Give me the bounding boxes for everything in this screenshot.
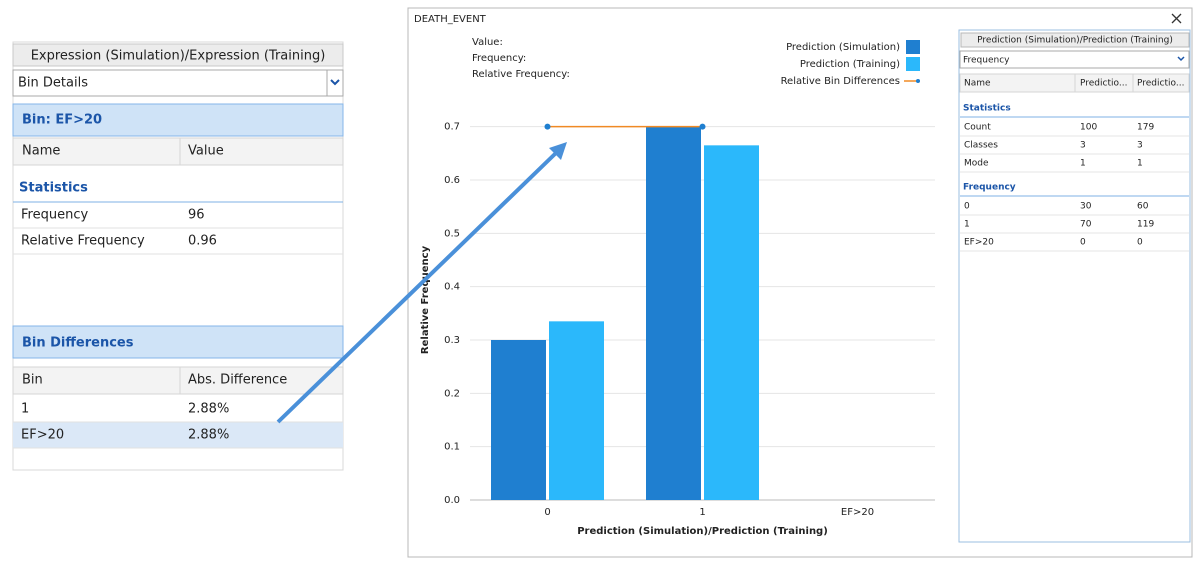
cell: 119 (1137, 220, 1154, 230)
info-label: Frequency: (472, 53, 526, 64)
legend-swatch (906, 40, 920, 54)
cell: 0 (1080, 238, 1086, 248)
chevron[interactable] (330, 79, 340, 86)
cell: 3 (1137, 141, 1143, 151)
section-band (12, 325, 344, 359)
cell: Count (964, 123, 991, 133)
cell: Relative Frequency (21, 234, 145, 249)
dropdown-label[interactable]: Frequency (963, 56, 1010, 66)
column-header: Predictio... (1137, 79, 1184, 89)
section-title: Statistics (19, 181, 88, 196)
cell: 2.88% (188, 402, 229, 417)
button-label[interactable]: Prediction (Simulation)/Prediction (Trai… (977, 36, 1173, 46)
column-header: Value (188, 144, 224, 159)
cell: Frequency (21, 208, 88, 223)
column-header: Abs. Difference (188, 373, 287, 388)
right-panel (958, 29, 1191, 543)
bar (491, 340, 546, 500)
column-header: Bin (22, 373, 43, 388)
column-header: Predictio... (1080, 79, 1127, 89)
close-button[interactable] (1171, 13, 1182, 24)
cell: 0 (1137, 238, 1143, 248)
bar (704, 145, 759, 501)
arrow-head (549, 142, 567, 160)
x-tick-label: 1 (699, 507, 705, 518)
legend-label: Relative Bin Differences (781, 76, 900, 87)
diff-title: Bin Differences (22, 336, 134, 351)
marker (544, 123, 551, 130)
cell: 1 (1137, 159, 1143, 169)
section-title: Frequency (963, 183, 1016, 193)
cell: 60 (1137, 202, 1149, 212)
cell: Classes (964, 141, 998, 151)
chevron[interactable] (1177, 56, 1185, 62)
y-tick-label: 0.4 (444, 282, 460, 293)
x-axis-label: Prediction (Simulation)/Prediction (Trai… (577, 526, 828, 537)
window-title: DEATH_EVENT (414, 14, 487, 25)
table-header (12, 366, 344, 395)
y-tick-label: 0.2 (444, 388, 460, 399)
dropdown-label[interactable]: Bin Details (18, 76, 88, 91)
cell: EF>20 (964, 238, 994, 248)
y-tick-label: 0.7 (444, 122, 460, 133)
cell: 179 (1137, 123, 1154, 133)
button[interactable] (12, 43, 344, 67)
cell: 30 (1080, 202, 1092, 212)
legend-label: Prediction (Training) (800, 59, 900, 70)
section-title: Statistics (963, 104, 1011, 114)
cell: 0.96 (188, 234, 217, 249)
cell: 1 (21, 402, 29, 417)
cell: 1 (1080, 159, 1086, 169)
y-axis-label: Relative Frequency (420, 245, 431, 354)
table-header (12, 137, 344, 166)
dropdown[interactable] (959, 50, 1190, 69)
y-tick-label: 0.1 (444, 442, 460, 453)
info-label: Relative Frequency: (472, 69, 570, 80)
button[interactable] (960, 32, 1190, 48)
cell: 70 (1080, 220, 1092, 230)
x-tick-label: 0 (544, 507, 550, 518)
button-label[interactable]: Expression (Simulation)/Expression (Trai… (31, 49, 326, 64)
column-header: Name (22, 144, 60, 159)
legend-label: Prediction (Simulation) (786, 42, 900, 53)
section-band (12, 103, 344, 137)
row-highlight (13, 422, 343, 448)
y-tick-label: 0.5 (444, 228, 460, 239)
x-tick-label: EF>20 (841, 507, 874, 518)
column-header: Name (964, 79, 991, 89)
marker (699, 123, 706, 130)
cell: EF>20 (21, 428, 64, 443)
cell: 100 (1080, 123, 1097, 133)
y-tick-label: 0.0 (444, 495, 460, 506)
legend-marker (916, 79, 920, 83)
cell: 1 (964, 220, 970, 230)
legend-swatch (906, 57, 920, 71)
y-tick-label: 0.3 (444, 335, 460, 346)
info-label: Value: (472, 37, 503, 48)
cell: Mode (964, 159, 989, 169)
y-tick-label: 0.6 (444, 175, 460, 186)
annotation-arrow (276, 150, 559, 424)
bar (646, 126, 701, 501)
dropdown[interactable] (12, 69, 344, 97)
cell: 96 (188, 208, 205, 223)
cell: 2.88% (188, 428, 229, 443)
cell: 0 (964, 202, 970, 212)
bin-title: Bin: EF>20 (22, 113, 102, 128)
bar (549, 321, 604, 500)
cell: 3 (1080, 141, 1086, 151)
